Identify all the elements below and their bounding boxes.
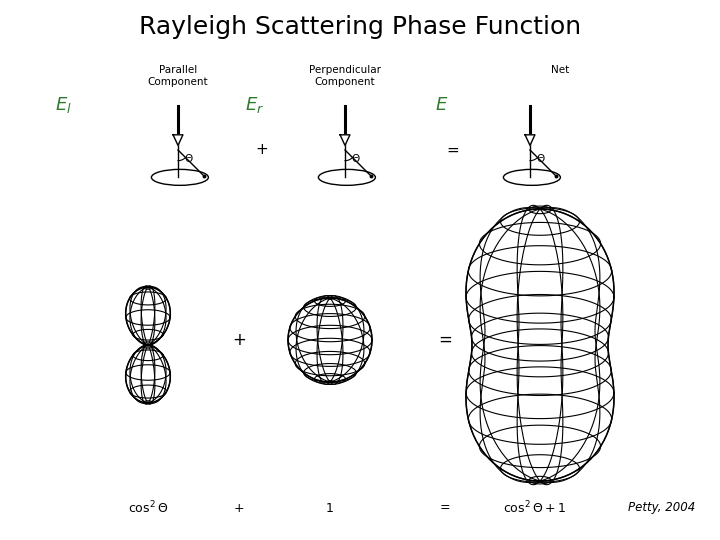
Text: Net: Net: [551, 65, 569, 75]
Text: +: +: [234, 502, 244, 515]
Text: +: +: [232, 331, 246, 349]
Text: $\Theta$: $\Theta$: [184, 152, 194, 164]
Text: =: =: [446, 143, 459, 158]
Polygon shape: [340, 135, 350, 145]
Polygon shape: [525, 135, 535, 145]
Text: Parallel
Component: Parallel Component: [148, 65, 208, 86]
Text: =: =: [440, 502, 450, 515]
Text: 1: 1: [326, 502, 334, 515]
Text: $\cos^2\Theta + 1$: $\cos^2\Theta + 1$: [503, 500, 567, 516]
Text: $E$: $E$: [435, 96, 449, 114]
Text: +: +: [255, 143, 268, 158]
Text: $\Theta$: $\Theta$: [351, 152, 361, 164]
Text: $E_l$: $E_l$: [55, 95, 72, 115]
Text: $\cos^2\Theta$: $\cos^2\Theta$: [128, 500, 168, 516]
Text: $E_r$: $E_r$: [245, 95, 264, 115]
Polygon shape: [173, 135, 183, 145]
Text: Petty, 2004: Petty, 2004: [628, 502, 695, 515]
Text: =: =: [438, 331, 452, 349]
Text: Perpendicular
Component: Perpendicular Component: [309, 65, 381, 86]
Text: $\Theta$: $\Theta$: [536, 152, 546, 164]
Text: Rayleigh Scattering Phase Function: Rayleigh Scattering Phase Function: [139, 15, 581, 39]
